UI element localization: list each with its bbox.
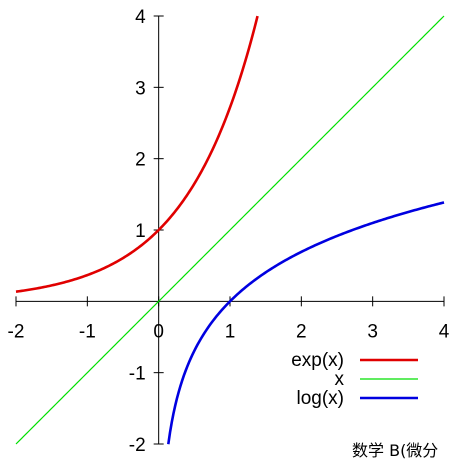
- x-tick-label: 0: [153, 321, 164, 342]
- caption-text: 数学 B(微分: [352, 441, 439, 460]
- series-line-x: [15, 15, 445, 445]
- axes: -2 -1 0 1 2 3 4 -2 -1 1 2 3 4: [8, 7, 450, 455]
- y-tick-label: -2: [129, 435, 146, 455]
- series-line-expx: [15, 15, 259, 293]
- y-tick-label: 1: [135, 221, 146, 242]
- x-tick-label: 1: [225, 321, 236, 342]
- series-layer: [15, 15, 445, 445]
- series-line-logx: [167, 201, 445, 445]
- x-tick-label: -2: [8, 321, 25, 342]
- legend-label: x: [335, 369, 345, 390]
- x-tick-label: 3: [367, 321, 378, 342]
- y-tick-label: 4: [135, 7, 146, 28]
- y-tick-label: 3: [135, 78, 146, 99]
- x-tick-label: 4: [439, 321, 450, 342]
- x-tick-label: 2: [296, 321, 307, 342]
- y-tick-label: -1: [129, 364, 146, 385]
- x-tick-label: -1: [79, 321, 96, 342]
- legend-label: exp(x): [291, 350, 344, 371]
- y-tick-label: 2: [135, 150, 146, 171]
- legend-label: log(x): [296, 388, 344, 409]
